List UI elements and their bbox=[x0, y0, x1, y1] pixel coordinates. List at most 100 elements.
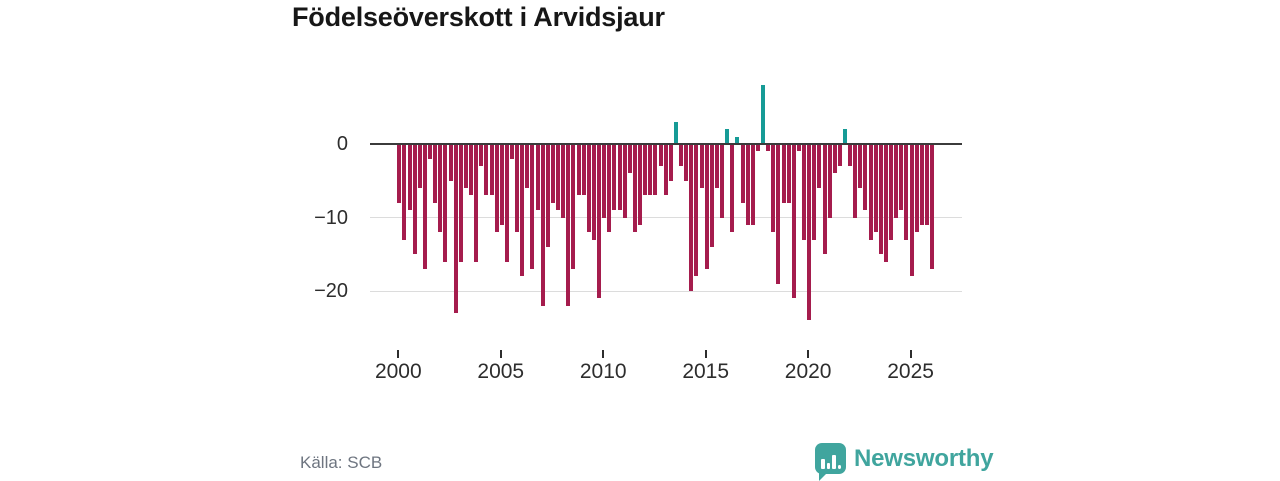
bar bbox=[458, 144, 463, 262]
bar bbox=[397, 144, 402, 203]
brand-name: Newsworthy bbox=[854, 445, 994, 472]
bar bbox=[868, 144, 873, 240]
bar bbox=[597, 144, 602, 299]
bar bbox=[899, 144, 904, 211]
bar bbox=[484, 144, 489, 196]
bar bbox=[858, 144, 863, 189]
bar bbox=[525, 144, 530, 189]
bar bbox=[479, 144, 484, 167]
bar bbox=[796, 144, 801, 152]
chart-title: Födelseöverskott i Arvidsjaur bbox=[292, 2, 665, 32]
bar bbox=[622, 144, 627, 218]
bar bbox=[679, 144, 684, 167]
bar bbox=[663, 144, 668, 196]
bar bbox=[474, 144, 479, 262]
bar bbox=[848, 144, 853, 167]
gridline bbox=[370, 217, 962, 218]
bar bbox=[438, 144, 443, 233]
bar bbox=[632, 144, 637, 233]
y-tick-label: 0 bbox=[336, 133, 348, 155]
source-note: Källa: SCB bbox=[300, 453, 383, 472]
bar bbox=[469, 144, 474, 196]
bar bbox=[883, 144, 888, 262]
bar bbox=[843, 129, 847, 144]
bar bbox=[776, 144, 781, 284]
x-tick-label: 2015 bbox=[682, 360, 730, 383]
bar bbox=[919, 144, 924, 225]
bar bbox=[515, 144, 520, 233]
y-tick-label: −10 bbox=[314, 206, 348, 229]
x-tick-label: 2010 bbox=[579, 360, 627, 383]
bar bbox=[786, 144, 791, 203]
x-axis: 2000 2005 2010 2015 2020 2025 bbox=[370, 350, 962, 390]
bar bbox=[761, 85, 766, 144]
bar bbox=[735, 136, 740, 144]
bar bbox=[453, 144, 458, 314]
x-tick-mark bbox=[397, 350, 400, 358]
bar bbox=[755, 144, 760, 152]
bar bbox=[817, 144, 822, 189]
bar bbox=[443, 144, 448, 262]
plot-area bbox=[370, 76, 962, 350]
bar bbox=[643, 144, 648, 196]
bar bbox=[873, 144, 878, 233]
bar bbox=[909, 144, 914, 277]
bar bbox=[407, 144, 412, 211]
x-tick-mark bbox=[602, 350, 605, 358]
bar bbox=[878, 144, 883, 255]
bar bbox=[556, 144, 561, 211]
bar bbox=[699, 144, 704, 189]
bar bbox=[812, 144, 817, 240]
bar bbox=[653, 144, 658, 196]
bar bbox=[791, 144, 796, 299]
bar bbox=[607, 144, 612, 233]
bar bbox=[510, 144, 514, 159]
bar bbox=[412, 144, 417, 255]
bar bbox=[863, 144, 868, 211]
bar bbox=[889, 144, 894, 240]
bar bbox=[853, 144, 858, 218]
bar bbox=[694, 144, 699, 277]
bar bbox=[837, 144, 842, 167]
x-tick-label: 2005 bbox=[477, 360, 525, 383]
bar bbox=[720, 144, 725, 218]
bar bbox=[689, 144, 694, 291]
bar bbox=[730, 144, 735, 233]
bar bbox=[591, 144, 596, 240]
bar bbox=[520, 144, 525, 277]
bar bbox=[463, 144, 468, 189]
bar bbox=[658, 144, 663, 167]
bar bbox=[627, 144, 632, 174]
x-tick-label: 2020 bbox=[784, 360, 832, 383]
bar bbox=[648, 144, 653, 196]
x-tick-mark bbox=[499, 350, 502, 358]
bar bbox=[750, 144, 755, 225]
bar bbox=[638, 144, 643, 225]
bar bbox=[550, 144, 555, 203]
bar bbox=[832, 144, 837, 174]
bar bbox=[566, 144, 571, 306]
bar bbox=[581, 144, 586, 196]
bar bbox=[535, 144, 540, 211]
bar bbox=[540, 144, 545, 306]
bar bbox=[612, 144, 617, 211]
bar bbox=[725, 129, 730, 144]
bar bbox=[668, 144, 673, 181]
bar bbox=[714, 144, 719, 189]
bar bbox=[766, 144, 771, 152]
y-axis-labels: 0 −10 −20 bbox=[290, 76, 356, 350]
bar bbox=[586, 144, 591, 233]
x-tick-label: 2000 bbox=[374, 360, 422, 383]
zero-axis-line bbox=[370, 143, 962, 145]
x-tick-mark bbox=[704, 350, 707, 358]
bar bbox=[576, 144, 581, 196]
bar bbox=[904, 144, 909, 240]
bar bbox=[433, 144, 438, 203]
bar bbox=[530, 144, 535, 269]
bar bbox=[802, 144, 807, 240]
x-tick-mark bbox=[909, 350, 912, 358]
bar bbox=[617, 144, 622, 211]
bar bbox=[827, 144, 832, 218]
bar bbox=[930, 144, 935, 269]
bar bbox=[709, 144, 714, 247]
